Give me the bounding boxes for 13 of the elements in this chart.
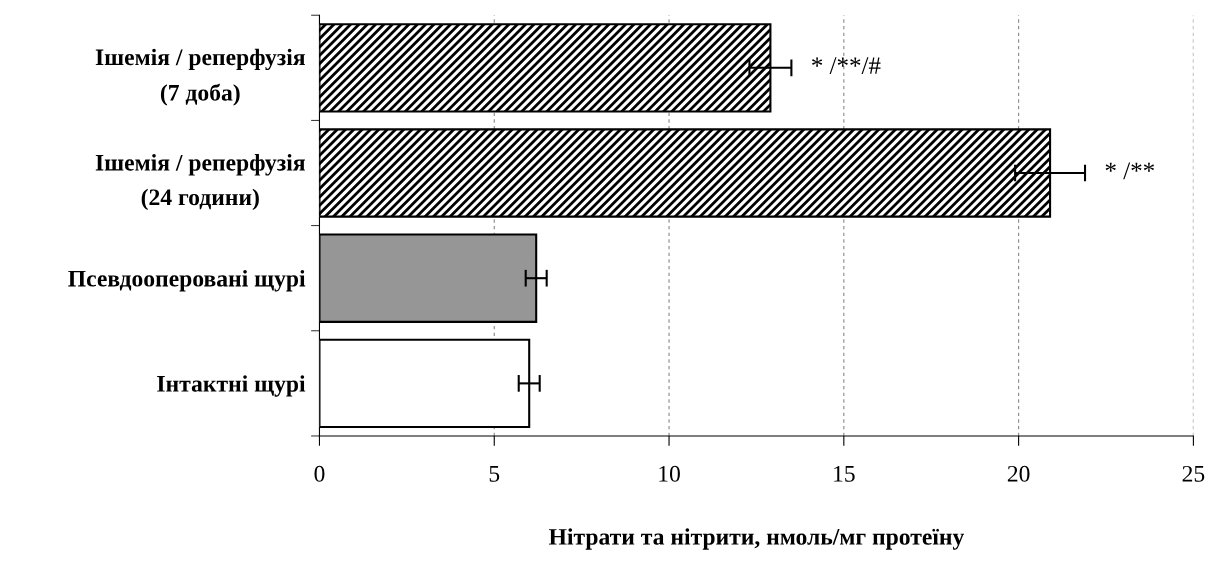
x-tick-label: 5 (489, 466, 500, 482)
x-tick-label: 15 (834, 465, 855, 482)
x-tick-label: 0 (314, 465, 325, 482)
annotation: * /**/# (812, 57, 881, 75)
x-tick-label: 25 (1182, 465, 1205, 482)
y-tick-label: Ішемія / реперфузія (24 години) (95, 154, 305, 211)
x-tick-label: 20 (1007, 465, 1030, 482)
y-tick-label: Псевдооперовані щурі (68, 270, 306, 292)
x-tick-label: 10 (659, 465, 680, 482)
y-tick-label: Ішемія / реперфузія (7 доба) (95, 48, 305, 106)
x-axis-title: Нітрати та нітрити, нмоль/мг протеїну (548, 528, 965, 550)
annotation: * /** (1105, 162, 1154, 180)
y-tick-label: Інтактні щурі (157, 375, 306, 397)
